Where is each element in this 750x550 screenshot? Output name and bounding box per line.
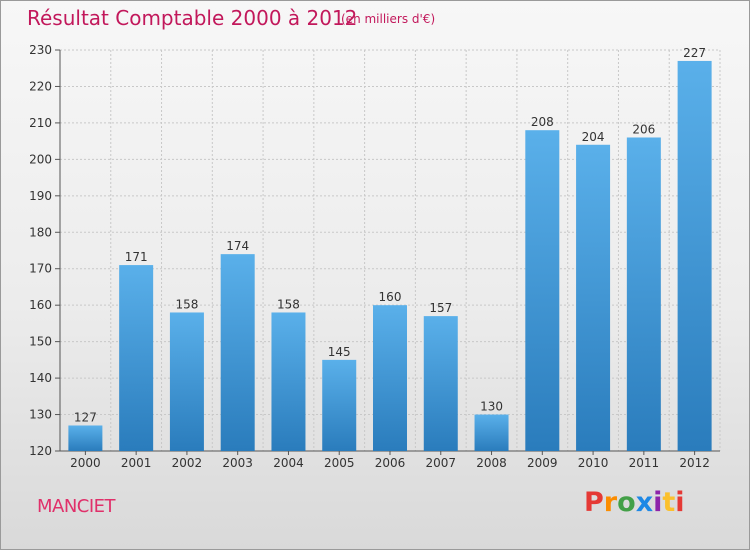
value-label-2011: 206 (632, 122, 655, 136)
bar-2000 (68, 425, 103, 451)
y-tick-label: 190 (29, 189, 52, 203)
value-label-2006: 160 (379, 290, 402, 304)
logo-letter-t: t (662, 487, 676, 518)
value-label-2010: 204 (582, 130, 605, 144)
logo-letter-p: P (584, 487, 604, 518)
logo-letter-o: o (617, 487, 636, 518)
chart-subtitle: (en milliers d'€) (341, 12, 436, 26)
bar-2008 (474, 414, 509, 451)
y-tick-label: 230 (29, 43, 52, 57)
x-tick-label-2011: 2011 (629, 456, 660, 470)
y-tick-label: 170 (29, 262, 52, 276)
bar-2006 (373, 305, 407, 451)
bar-2010 (576, 144, 611, 452)
x-tick-label-2005: 2005 (324, 456, 355, 470)
bar-2005 (322, 359, 357, 451)
x-tick-label-2009: 2009 (527, 456, 558, 470)
x-tick-label-2001: 2001 (121, 456, 152, 470)
bar-2004 (271, 312, 306, 451)
logo-letter-r: r (603, 487, 618, 518)
tick-labels: 120 130 140 150 160 170 180 190 200 210 220 230 2000… (29, 43, 710, 470)
value-labels: 127 171 158 174 158 145 160 157 130 208 204 206 227 (74, 46, 706, 425)
value-label-2009: 208 (531, 115, 554, 129)
value-label-2007: 157 (429, 301, 452, 315)
y-tick-label: 200 (29, 152, 52, 166)
value-label-2003: 174 (226, 239, 249, 253)
value-label-2008: 130 (480, 400, 503, 414)
bar-2002 (169, 312, 204, 451)
value-label-2004: 158 (277, 297, 300, 311)
bar-2001 (119, 265, 154, 451)
value-label-2002: 158 (175, 297, 198, 311)
y-tick-label: 210 (29, 116, 52, 130)
town-name: MANCIET (37, 496, 116, 517)
y-tick-label: 220 (29, 79, 52, 93)
bar-2009 (525, 130, 560, 451)
x-tick-label-2012: 2012 (679, 456, 710, 470)
x-tick-label-2004: 2004 (273, 456, 304, 470)
x-tick-label-2002: 2002 (172, 456, 203, 470)
bars (68, 60, 712, 452)
proxiti-logo[interactable]: Proxiti (584, 487, 685, 518)
x-tick-label-2007: 2007 (425, 456, 456, 470)
x-tick-label-2000: 2000 (70, 456, 101, 470)
bar-2003 (220, 254, 255, 451)
bar-2007 (423, 316, 458, 451)
x-tick-label-2008: 2008 (476, 456, 507, 470)
y-tick-label: 160 (29, 298, 52, 312)
logo-letter-i2: i (675, 487, 685, 518)
bar-2012 (677, 60, 712, 451)
value-label-2000: 127 (74, 410, 97, 424)
logo-letter-x: x (635, 487, 654, 518)
value-label-2001: 171 (125, 250, 148, 264)
chart-title: Résultat Comptable 2000 à 2012 (27, 6, 358, 30)
x-tick-label-2006: 2006 (375, 456, 406, 470)
y-tick-label: 180 (29, 225, 52, 239)
logo-letter-i: i (653, 487, 663, 518)
x-tick-label-2010: 2010 (578, 456, 609, 470)
y-tick-label: 120 (29, 444, 52, 458)
x-tick-label-2003: 2003 (222, 456, 253, 470)
y-tick-label: 130 (29, 408, 52, 422)
y-tick-label: 150 (29, 335, 52, 349)
value-label-2012: 227 (683, 46, 706, 60)
value-label-2005: 145 (328, 345, 351, 359)
y-tick-label: 140 (29, 371, 52, 385)
bar-2011 (626, 137, 661, 451)
